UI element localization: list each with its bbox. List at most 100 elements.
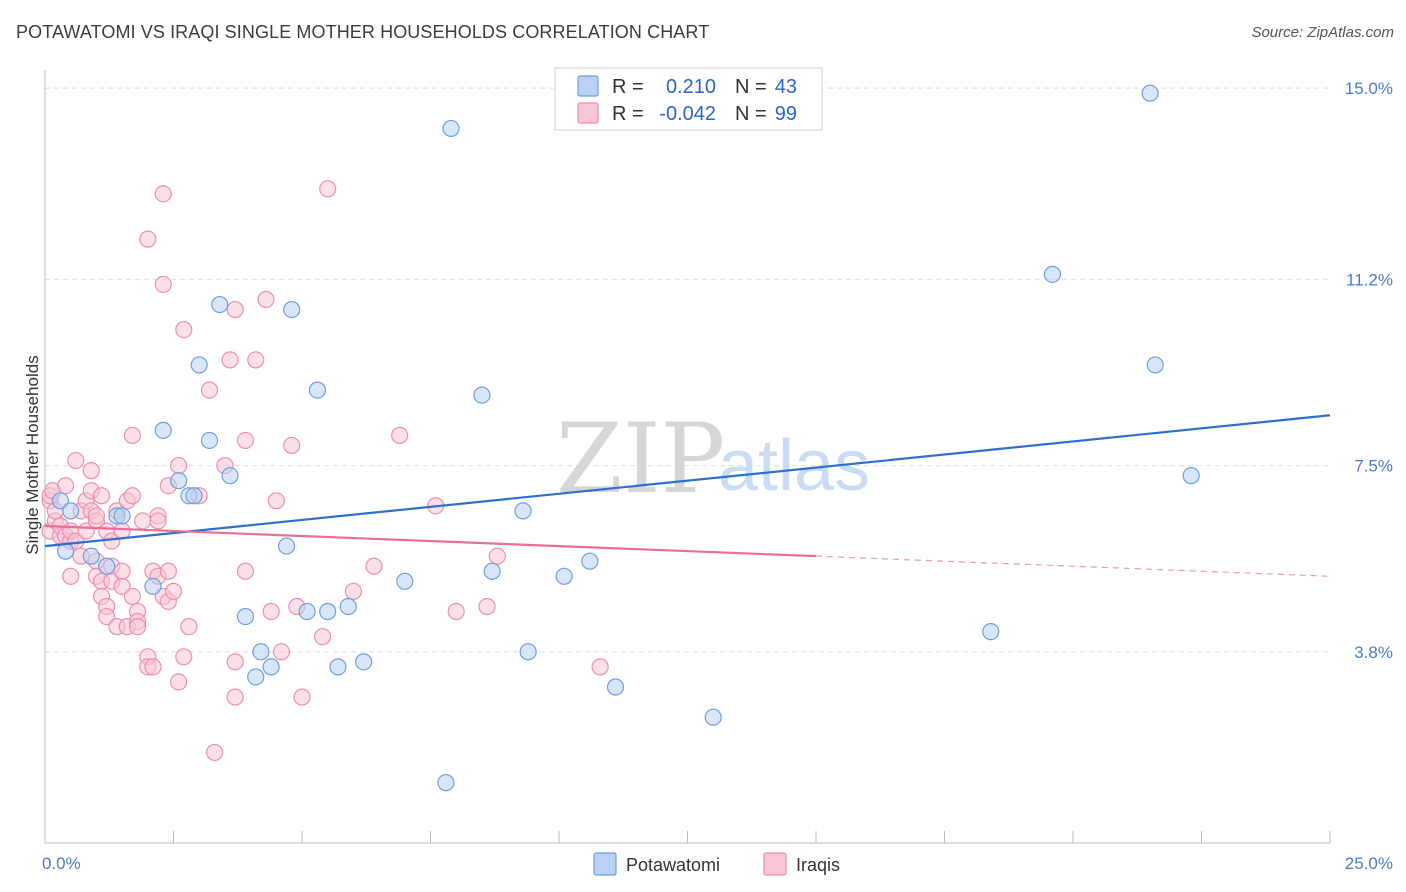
iraqis-point-28	[92, 487, 111, 505]
iraqis-point-9	[56, 477, 75, 495]
potawatomi-point-31	[473, 386, 491, 404]
iraqis-point-90	[365, 557, 383, 575]
x-tick-labels: 0.0% 25.0%	[42, 854, 1393, 873]
iraqis-point-52	[144, 658, 162, 676]
potawatomi-point-14	[211, 295, 229, 314]
iraqis-point-78	[236, 562, 255, 580]
legend-label-iraqis: Iraqis	[796, 855, 840, 875]
legend-r-value-iraqis: -0.042	[659, 103, 716, 125]
axes	[44, 70, 1331, 844]
iraqis-point-61	[159, 562, 177, 580]
iraqis-point-66	[175, 321, 193, 339]
iraqis-point-74	[226, 300, 244, 319]
potawatomi-point-11	[185, 487, 203, 505]
iraqis-point-38	[113, 562, 131, 580]
watermark: ZIP atlas	[556, 403, 870, 515]
iraqis-point-96	[591, 658, 609, 676]
iraqis-point-71	[206, 743, 224, 762]
legend-r-value-potawatomi: 0.210	[666, 76, 716, 98]
legend-swatch-iraqis	[577, 102, 599, 124]
iraqis-point-13	[67, 451, 85, 470]
iraqis-point-20	[82, 462, 100, 480]
potawatomi-point-2	[62, 502, 80, 520]
chart-source: Source: ZipAtlas.com	[1251, 24, 1394, 41]
iraqis-point-95	[488, 547, 506, 565]
x-tick-label-1: 25.0%	[1345, 854, 1393, 873]
legend-n-value-potawatomi: 43	[775, 76, 797, 98]
iraqis-point-67	[175, 648, 193, 666]
iraqis-point-48	[134, 512, 152, 530]
iraqis-point-43	[123, 487, 141, 505]
trend-line-iraqis	[44, 524, 817, 558]
iraqis-point-63	[164, 582, 183, 600]
potawatomi-point-20	[277, 537, 296, 555]
potawatomi-point-16	[236, 607, 255, 626]
potawatomi-point-34	[514, 502, 532, 520]
potawatomi-point-32	[483, 562, 501, 580]
potawatomi-point-3	[82, 547, 100, 565]
iraqis-point-87	[313, 628, 332, 646]
y-tick-labels: 3.8% 7.5% 11.2% 15.0%	[1345, 79, 1393, 662]
potawatomi-point-15	[221, 467, 239, 485]
iraqis-point-42	[123, 587, 141, 606]
chart-title: POTAWATOMI VS IRAQI SINGLE MOTHER HOUSEH…	[16, 22, 710, 42]
iraqis-point-89	[344, 582, 362, 600]
iraqis-point-82	[267, 492, 285, 510]
iraqis-point-65	[170, 456, 188, 475]
potawatomi-point-27	[355, 653, 373, 671]
potawatomi-point-19	[262, 658, 280, 676]
iraqis-point-24	[87, 507, 106, 525]
iraqis-point-94	[478, 597, 496, 616]
iraqis-point-56	[149, 512, 167, 530]
series-potawatomi-points	[51, 84, 1200, 792]
potawatomi-point-40	[1043, 265, 1062, 283]
iraqis-point-68	[180, 618, 198, 636]
potawatomi-point-7	[144, 577, 162, 595]
potawatomi-point-43	[1182, 467, 1200, 485]
iraqis-point-79	[247, 351, 265, 369]
trend-lines	[44, 414, 1331, 577]
legend-swatch-potawatomi	[577, 75, 599, 97]
potawatomi-point-35	[555, 567, 573, 585]
watermark-atlas: atlas	[718, 426, 870, 506]
potawatomi-point-12	[190, 356, 208, 374]
iraqis-point-76	[226, 688, 244, 706]
iraqis-point-47	[128, 618, 147, 636]
potawatomi-point-36	[581, 552, 599, 570]
legend-n-label-potawatomi: N =	[735, 76, 767, 98]
potawatomi-point-8	[154, 421, 172, 439]
iraqis-point-93	[447, 602, 465, 621]
correlation-legend: R = 0.210 N = 43 R = -0.042 N = 99	[554, 67, 823, 131]
y-tick-label-0: 3.8%	[1354, 643, 1393, 662]
legend-r-label-potawatomi: R =	[612, 76, 644, 98]
potawatomi-point-0	[51, 492, 70, 510]
legend-r-label-iraqis: R =	[612, 103, 644, 125]
x-tick-label-0: 0.0%	[42, 854, 81, 873]
y-tick-label-1: 7.5%	[1354, 457, 1393, 476]
potawatomi-point-6	[113, 507, 131, 525]
iraqis-point-86	[293, 688, 311, 706]
iraqis-point-58	[154, 275, 172, 294]
iraqis-point-31	[98, 607, 116, 626]
iraqis-point-44	[123, 426, 141, 444]
legend-swatch-iraqis-bottom	[763, 852, 787, 876]
potawatomi-point-22	[298, 602, 316, 621]
trend-line-iraqis-dashed	[815, 555, 1331, 577]
potawatomi-point-33	[519, 643, 537, 661]
iraqis-point-70	[200, 381, 219, 399]
iraqis-point-88	[319, 180, 337, 198]
potawatomi-point-41	[1141, 84, 1159, 102]
potawatomi-point-38	[704, 708, 722, 726]
watermark-zip: ZIP	[556, 403, 725, 515]
iraqis-point-57	[154, 185, 172, 203]
iraqis-point-12	[62, 567, 80, 585]
iraqis-point-75	[226, 653, 244, 671]
potawatomi-point-17	[247, 668, 265, 686]
potawatomi-point-13	[200, 431, 219, 450]
iraqis-point-91	[391, 426, 409, 444]
potawatomi-point-21	[283, 300, 301, 319]
legend-n-label-iraqis: N =	[735, 103, 767, 125]
y-tick-label-3: 15.0%	[1345, 79, 1393, 98]
iraqis-point-83	[272, 643, 291, 661]
